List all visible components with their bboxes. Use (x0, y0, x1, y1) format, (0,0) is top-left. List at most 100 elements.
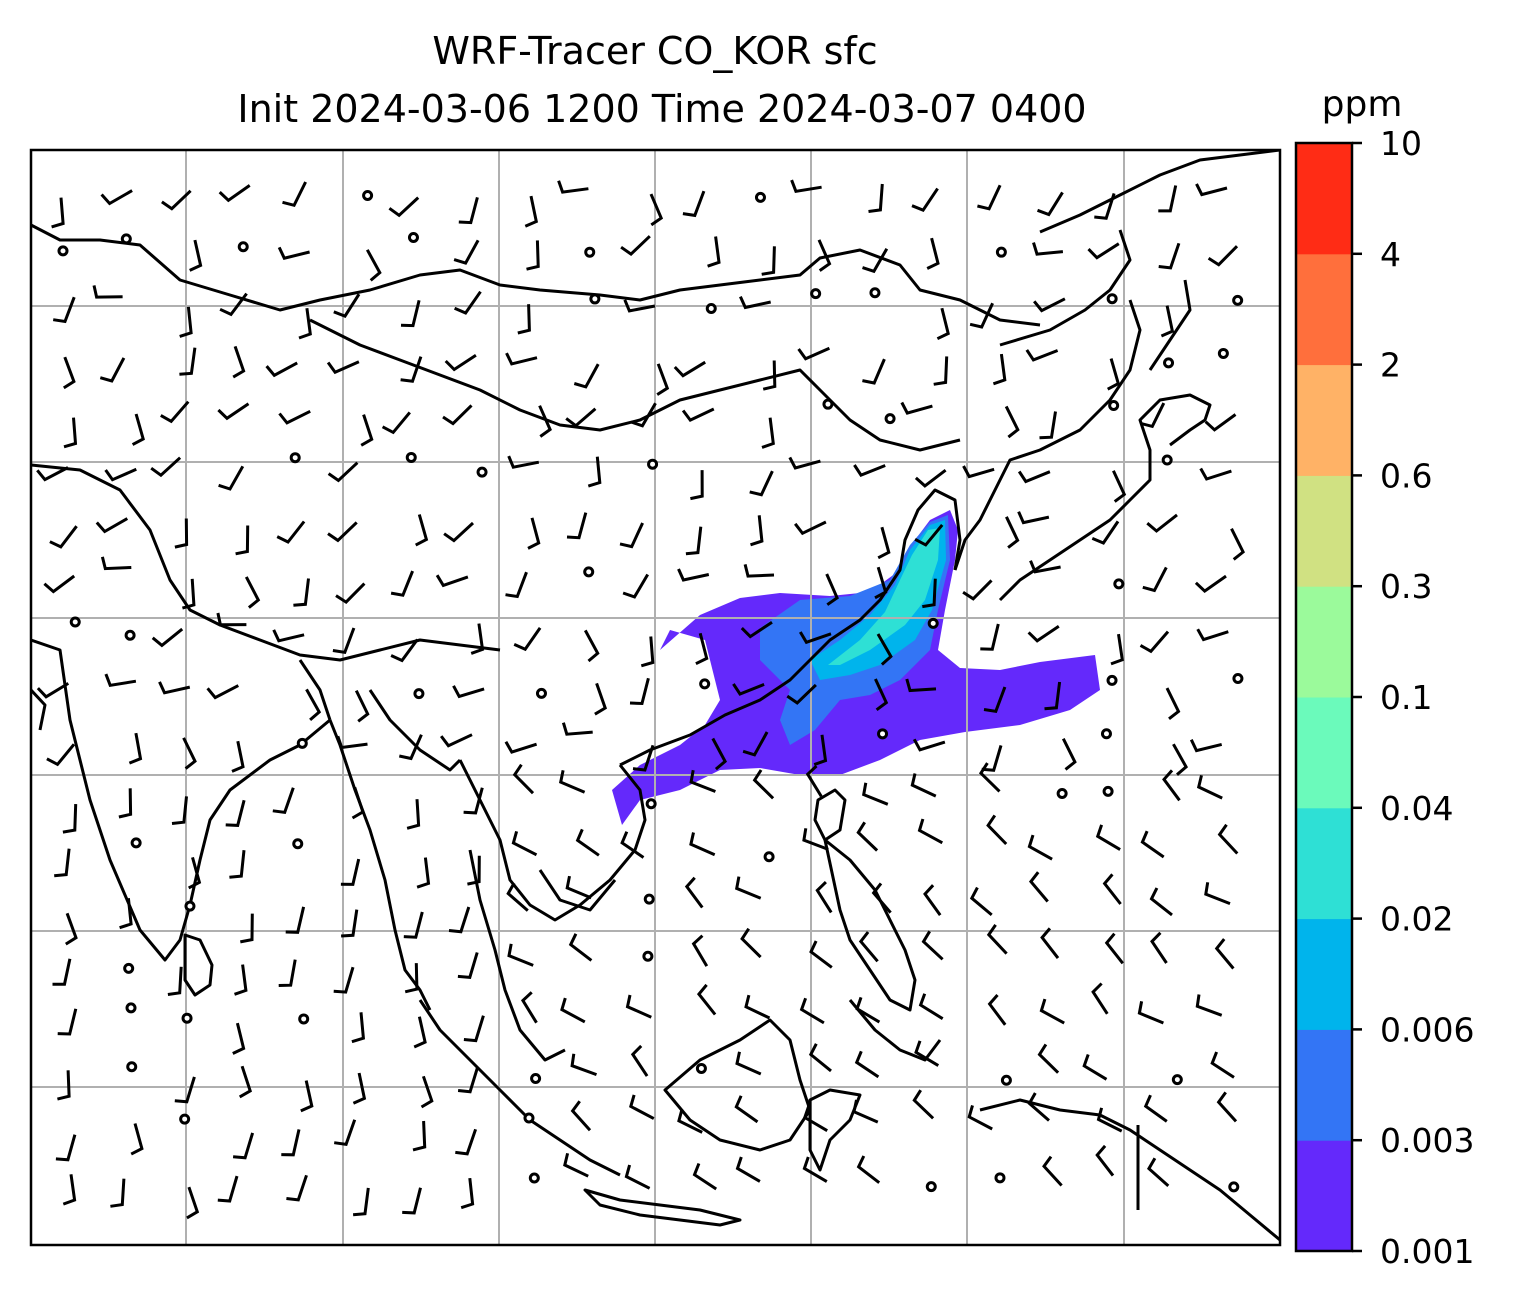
calm-marker (69, 616, 81, 628)
wind-barb (629, 677, 650, 706)
wind-barb (1004, 405, 1020, 439)
wind-barb (1216, 1091, 1238, 1123)
calm-marker (822, 398, 834, 410)
wind-barb (104, 673, 137, 687)
wind-barb (452, 685, 485, 699)
wind-barb (900, 401, 933, 415)
wind-barb (632, 744, 655, 772)
calm-marker (124, 629, 136, 641)
calm-marker (1171, 1074, 1183, 1086)
colorbar-segment-5 (1296, 586, 1352, 698)
calm-marker (528, 1172, 540, 1184)
wind-barb (980, 623, 1000, 651)
calm-marker (642, 950, 654, 962)
wind-barb (52, 296, 76, 324)
wind-barb (629, 1094, 655, 1120)
calm-marker (1113, 578, 1125, 590)
calm-marker (754, 191, 766, 203)
wind-barb (390, 638, 419, 663)
colorbar-tick-label: 0.003 (1380, 1121, 1474, 1160)
wind-barb (1033, 297, 1066, 313)
wind-barb (936, 307, 950, 341)
wind-barb (1137, 1001, 1164, 1025)
wind-barb (217, 402, 250, 421)
calm-marker (296, 737, 308, 749)
wind-barb (762, 360, 777, 391)
wind-barb (1158, 242, 1181, 270)
calm-marker (1102, 785, 1114, 797)
wind-barb (402, 1187, 422, 1215)
wind-barb (1142, 566, 1168, 593)
wind-barb (63, 417, 78, 449)
wind-barb (794, 520, 827, 536)
wind-barb (594, 682, 608, 716)
wind-barb (470, 623, 485, 655)
wind-barb (55, 1134, 77, 1162)
wind-barb (225, 799, 246, 827)
wind-barb (620, 235, 651, 257)
calm-marker (584, 246, 596, 258)
wind-barb (305, 688, 322, 722)
wind-barb (128, 732, 143, 765)
calm-marker (1100, 728, 1112, 740)
wind-barb (1044, 681, 1062, 711)
wind-barb (62, 804, 78, 834)
wind-barb (365, 249, 382, 282)
wind-barb (570, 1053, 598, 1077)
wind-barb (565, 875, 592, 900)
wind-barb (912, 738, 946, 752)
wind-barb (381, 411, 411, 435)
wind-barb (623, 299, 656, 313)
colorbar: ppm 0.001 0.003 0.006 0.02 0.04 0.1 0.3 0.6 2 4 10 (1294, 84, 1474, 1271)
wind-barb (587, 456, 602, 488)
wind-barb (1112, 470, 1127, 503)
calm-marker (184, 900, 196, 912)
wind-barb (570, 1100, 592, 1132)
wind-barb (862, 247, 889, 274)
wind-barb (57, 1008, 78, 1036)
wind-barb (624, 1164, 651, 1190)
wind-barb (340, 858, 361, 886)
wind-barb (799, 997, 825, 1025)
wind-barb (244, 576, 261, 609)
wind-barb (524, 195, 539, 228)
wind-barb (805, 764, 823, 798)
wind-barb (575, 828, 600, 857)
wind-barb (677, 1108, 703, 1134)
calm-marker (237, 241, 249, 253)
wind-barb (327, 461, 359, 483)
colorbar-segment-6 (1296, 475, 1352, 587)
wind-barb (912, 1089, 935, 1120)
wind-barb (463, 1015, 485, 1043)
calm-marker (530, 1073, 542, 1085)
wind-barb (454, 290, 482, 315)
wind-barb (1172, 743, 1189, 776)
wind-barb (62, 1174, 77, 1206)
wind-barb (150, 456, 182, 478)
wind-barb (171, 796, 188, 825)
wind-barb (420, 1075, 434, 1109)
wind-barb (1150, 931, 1168, 964)
colorbar-tick-label: 0.04 (1380, 789, 1453, 828)
colorbar-segment-1 (1296, 1029, 1352, 1141)
wind-barb (54, 848, 71, 878)
wind-barb (1194, 574, 1227, 594)
calm-marker (523, 1112, 535, 1124)
wind-barb (684, 876, 704, 909)
colorbar-tick-label: 10 (1380, 124, 1422, 163)
wind-barb (298, 308, 312, 340)
wind-barb (1140, 402, 1166, 429)
wind-barb (673, 360, 706, 378)
wind-barb (1028, 871, 1049, 903)
wind-barb (962, 579, 993, 601)
wind-barb (1158, 185, 1178, 213)
wind-barb (1025, 349, 1059, 362)
wind-barb (538, 405, 552, 438)
wind-barb (649, 193, 664, 227)
gridlines (31, 150, 1280, 1245)
wind-barb (825, 573, 839, 606)
wind-barb (622, 573, 649, 599)
wind-barb (455, 1128, 478, 1156)
colorbar-segment-4 (1296, 697, 1352, 809)
wind-barb (962, 465, 995, 479)
